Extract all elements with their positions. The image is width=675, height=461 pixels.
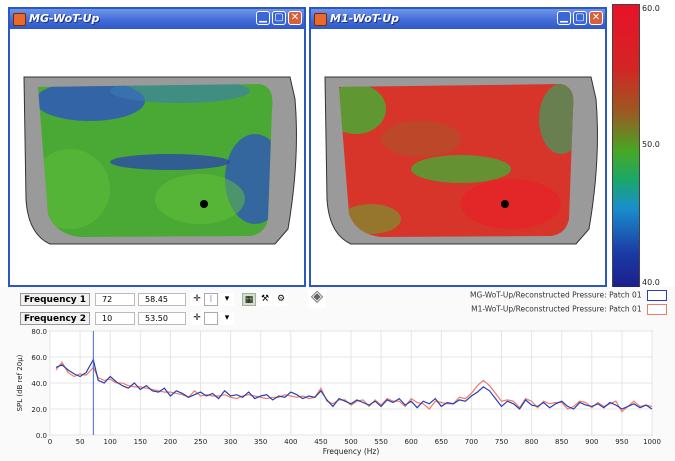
- reference-point-marker: [501, 200, 509, 208]
- pressure-map-plot[interactable]: [311, 29, 605, 285]
- y-tick-label: 20.0: [31, 406, 47, 414]
- maximize-button[interactable]: ▢: [272, 11, 286, 25]
- cursor-menu-icon[interactable]: ▾: [220, 293, 234, 306]
- maximize-button[interactable]: ▢: [573, 11, 587, 25]
- app-icon: [314, 13, 327, 26]
- reference-point-marker: [200, 200, 208, 208]
- x-axis-label: Frequency (Hz): [323, 447, 380, 456]
- x-tick-label: 900: [585, 438, 598, 446]
- legend-swatch-blue: [647, 290, 667, 301]
- x-tick-label: 200: [164, 438, 177, 446]
- window-titlebar[interactable]: M1-WoT-Up ▁ ▢ ✕: [311, 9, 605, 29]
- legend-item-mg: MG-WoT-Up/Reconstructed Pressure: Patch …: [470, 290, 667, 301]
- close-button[interactable]: ✕: [589, 11, 603, 25]
- x-tick-label: 800: [525, 438, 538, 446]
- legend-item-m1: M1-WoT-Up/Reconstructed Pressure: Patch …: [471, 304, 667, 315]
- x-tick-label: 550: [374, 438, 387, 446]
- legend-swatch-red: [647, 304, 667, 315]
- x-tick-label: 300: [224, 438, 237, 446]
- cursor-line-icon[interactable]: [204, 312, 218, 325]
- window-title: MG-WoT-Up: [29, 12, 100, 25]
- series-line: [55, 357, 653, 410]
- x-tick-label: 450: [314, 438, 327, 446]
- spectrum-chart[interactable]: 0 50 100 150 200 250 300 350 400 450 500 550 600 650 7…: [0, 329, 675, 461]
- x-tick-label: 50: [76, 438, 85, 446]
- frequency-2-hz-field[interactable]: 10: [95, 312, 135, 325]
- close-button[interactable]: ✕: [288, 11, 302, 25]
- x-tick-label: 600: [405, 438, 418, 446]
- y-tick-label: 80.0: [31, 329, 47, 336]
- minimize-button[interactable]: ▁: [557, 11, 571, 25]
- y-tick-label: 60.0: [31, 354, 47, 362]
- x-tick-label: 1000: [643, 438, 661, 446]
- x-tick-label: 750: [495, 438, 508, 446]
- y-tick-label: 0.0: [36, 432, 47, 440]
- scale-label-max: 60.0: [642, 4, 660, 13]
- cursor-line-icon[interactable]: ⦚: [204, 293, 218, 306]
- frequency-1-label: Frequency 1: [20, 293, 90, 306]
- window-titlebar[interactable]: MG-WoT-Up ▁ ▢ ✕: [10, 9, 304, 29]
- pan-diamond-icon[interactable]: ◈: [308, 288, 326, 308]
- cursor-menu-icon[interactable]: ▾: [220, 312, 234, 325]
- x-tick-label: 500: [344, 438, 357, 446]
- color-scale-bar: [612, 4, 640, 288]
- scale-label-mid: 50.0: [642, 140, 660, 149]
- frequency-1-value-field[interactable]: 58.45: [138, 293, 186, 306]
- x-tick-label: 350: [254, 438, 267, 446]
- minimize-button[interactable]: ▁: [256, 11, 270, 25]
- x-tick-label: 100: [104, 438, 117, 446]
- y-axis-label: SPL (dB ref 20µ): [16, 354, 24, 411]
- settings-icon[interactable]: ⚙: [274, 293, 288, 306]
- legend-label: M1-WoT-Up/Reconstructed Pressure: Patch …: [471, 304, 642, 314]
- frequency-2-value-field[interactable]: 53.50: [138, 312, 186, 325]
- app-icon: [13, 13, 26, 26]
- spectrum-panel: Frequency 1 72 58.45 ✛ ⦚ ▾ ▦ ⚒ ⚙ ◈ Frequ…: [0, 287, 675, 461]
- series-line: [55, 361, 653, 413]
- x-tick-label: 650: [435, 438, 448, 446]
- chart-tool-icon[interactable]: ⚒: [258, 293, 272, 306]
- x-tick-label: 700: [465, 438, 478, 446]
- x-tick-label: 0: [48, 438, 52, 446]
- x-tick-label: 950: [615, 438, 628, 446]
- mg-wot-up-window: MG-WoT-Up ▁ ▢ ✕: [8, 7, 306, 287]
- pressure-map-plot[interactable]: [10, 29, 304, 285]
- frequency-2-label: Frequency 2: [20, 312, 90, 325]
- y-tick-label: 40.0: [31, 380, 47, 388]
- frequency-1-hz-field[interactable]: 72: [95, 293, 135, 306]
- m1-wot-up-window: M1-WoT-Up ▁ ▢ ✕: [309, 7, 607, 287]
- x-tick-label: 400: [284, 438, 297, 446]
- scale-label-min: 40.0: [642, 278, 660, 287]
- x-tick-label: 850: [555, 438, 568, 446]
- x-tick-label: 150: [134, 438, 147, 446]
- x-tick-label: 250: [194, 438, 207, 446]
- move-cursor-icon[interactable]: ✛: [190, 312, 204, 325]
- window-title: M1-WoT-Up: [330, 12, 400, 25]
- legend-label: MG-WoT-Up/Reconstructed Pressure: Patch …: [470, 290, 642, 300]
- grid-icon[interactable]: ▦: [242, 293, 256, 306]
- move-cursor-icon[interactable]: ✛: [190, 293, 204, 306]
